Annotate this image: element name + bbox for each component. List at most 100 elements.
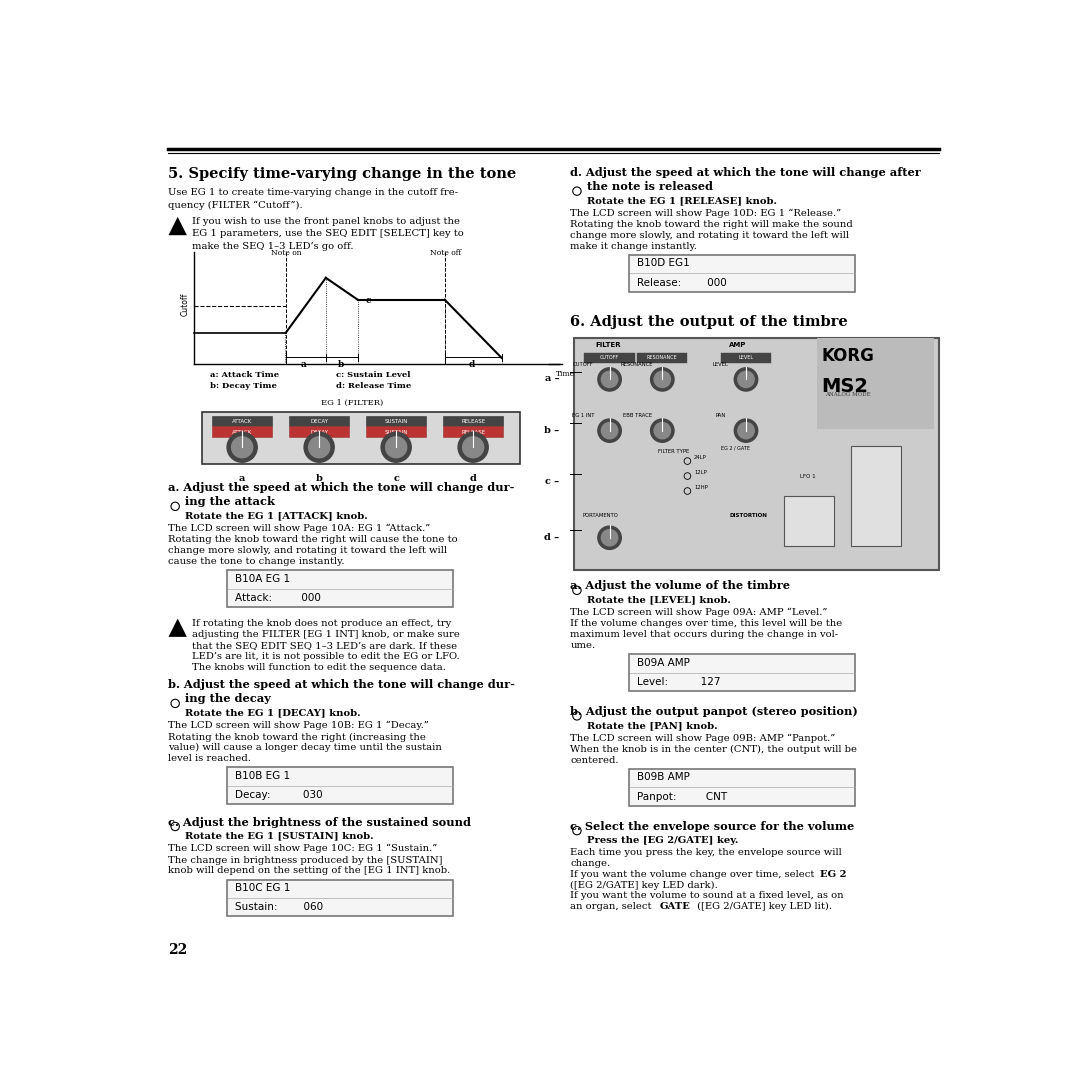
Circle shape: [654, 372, 671, 388]
Bar: [818, 337, 934, 429]
Text: value) will cause a longer decay time until the sustain: value) will cause a longer decay time un…: [168, 743, 443, 753]
Text: a. Adjust the speed at which the tone will change dur-: a. Adjust the speed at which the tone wi…: [168, 482, 515, 494]
Text: EG 1 parameters, use the SEQ EDIT [SELECT] key to: EG 1 parameters, use the SEQ EDIT [SELEC…: [192, 229, 463, 239]
Bar: [575, 337, 939, 570]
Circle shape: [227, 432, 257, 462]
Text: centered.: centered.: [570, 756, 619, 765]
Text: c: Sustain Level: c: Sustain Level: [336, 370, 410, 379]
Text: b: b: [338, 360, 343, 369]
Text: RELEASE: RELEASE: [461, 419, 485, 424]
Text: 6. Adjust the output of the timbre: 6. Adjust the output of the timbre: [570, 315, 848, 329]
Text: B10A EG 1: B10A EG 1: [235, 573, 291, 583]
Text: the note is released: the note is released: [588, 181, 713, 192]
Text: The knobs will function to edit the sequence data.: The knobs will function to edit the sequ…: [192, 663, 446, 672]
Circle shape: [650, 419, 674, 443]
Text: Sustain:        060: Sustain: 060: [235, 902, 324, 913]
Bar: [443, 427, 503, 437]
Text: ([EG 2/GATE] key LED lit).: ([EG 2/GATE] key LED lit).: [694, 902, 832, 912]
Bar: [227, 880, 454, 916]
Text: B10D EG1: B10D EG1: [637, 258, 690, 269]
Bar: [629, 654, 855, 691]
Text: d –: d –: [544, 532, 559, 542]
Polygon shape: [168, 217, 187, 235]
Text: LEVEL: LEVEL: [739, 355, 754, 361]
Text: DECAY: DECAY: [310, 419, 328, 424]
Text: !: !: [174, 219, 178, 229]
Text: RESONANCE: RESONANCE: [647, 355, 677, 361]
Text: ing the decay: ing the decay: [186, 693, 271, 704]
Text: EG 1 (FILTER): EG 1 (FILTER): [322, 399, 383, 407]
Text: The LCD screen will show Page 09B: AMP “Panpot.”: The LCD screen will show Page 09B: AMP “…: [570, 733, 836, 743]
Text: Press the [EG 2/GATE] key.: Press the [EG 2/GATE] key.: [588, 836, 739, 845]
Text: SUSTAIN: SUSTAIN: [384, 419, 408, 424]
Bar: [212, 416, 272, 427]
Circle shape: [462, 436, 484, 458]
Text: If rotating the knob does not produce an effect, try: If rotating the knob does not produce an…: [192, 619, 451, 627]
Text: The LCD screen will show Page 10D: EG 1 “Release.”: The LCD screen will show Page 10D: EG 1 …: [570, 208, 841, 218]
Text: Use EG 1 to create time-varying change in the cutoff fre-: Use EG 1 to create time-varying change i…: [168, 188, 459, 197]
Text: RELEASE: RELEASE: [461, 430, 485, 435]
Text: EG 2: EG 2: [820, 869, 846, 879]
Text: b: b: [315, 474, 323, 483]
Text: a –: a –: [544, 375, 559, 383]
Text: KORG: KORG: [822, 348, 874, 365]
Text: If you wish to use the front panel knobs to adjust the: If you wish to use the front panel knobs…: [192, 217, 460, 226]
Text: PORTAMENTO: PORTAMENTO: [583, 513, 619, 517]
Bar: [227, 768, 454, 804]
Text: FILTER TYPE: FILTER TYPE: [658, 448, 689, 454]
Text: LED’s are lit, it is not possible to edit the EG or LFO.: LED’s are lit, it is not possible to edi…: [192, 652, 460, 661]
Circle shape: [309, 436, 329, 458]
Circle shape: [650, 368, 674, 391]
Bar: [721, 353, 771, 363]
Text: Rotate the EG 1 [SUSTAIN] knob.: Rotate the EG 1 [SUSTAIN] knob.: [186, 832, 374, 840]
Text: knob will depend on the setting of the [EG 1 INT] knob.: knob will depend on the setting of the […: [168, 866, 450, 876]
Circle shape: [654, 422, 671, 438]
Text: Attack:         000: Attack: 000: [235, 593, 322, 603]
Text: 12HP: 12HP: [694, 485, 707, 490]
Text: DECAY: DECAY: [310, 430, 328, 435]
Text: Rotating the knob toward the right will cause the tone to: Rotating the knob toward the right will …: [168, 536, 458, 544]
Text: DISTORTION: DISTORTION: [729, 513, 767, 517]
Bar: [366, 427, 427, 437]
Text: a: a: [300, 360, 307, 369]
Circle shape: [734, 419, 758, 443]
Text: c. Select the envelope source for the volume: c. Select the envelope source for the vo…: [570, 821, 854, 832]
Text: B09A AMP: B09A AMP: [637, 658, 690, 667]
Circle shape: [305, 432, 334, 462]
Text: Each time you press the key, the envelope source will: Each time you press the key, the envelop…: [570, 848, 842, 858]
Text: Rotate the EG 1 [ATTACK] knob.: Rotate the EG 1 [ATTACK] knob.: [186, 511, 368, 521]
Text: Cutoff: Cutoff: [180, 292, 189, 315]
Text: B10B EG 1: B10B EG 1: [235, 771, 291, 781]
Text: change.: change.: [570, 859, 610, 868]
Text: 22: 22: [168, 943, 188, 957]
Text: maximum level that occurs during the change in vol-: maximum level that occurs during the cha…: [570, 631, 838, 639]
Text: LFO 1: LFO 1: [800, 473, 816, 478]
Text: that the SEQ EDIT SEQ 1–3 LED’s are dark. If these: that the SEQ EDIT SEQ 1–3 LED’s are dark…: [192, 642, 457, 650]
Circle shape: [381, 432, 411, 462]
Bar: [784, 496, 834, 546]
Text: d: d: [469, 360, 475, 369]
Bar: [212, 427, 272, 437]
Text: c. Adjust the brightness of the sustained sound: c. Adjust the brightness of the sustaine…: [168, 816, 472, 827]
Text: a: Attack Time: a: Attack Time: [211, 370, 280, 379]
Bar: [202, 413, 521, 464]
Text: cause the tone to change instantly.: cause the tone to change instantly.: [168, 557, 345, 566]
Bar: [584, 353, 635, 363]
Text: c: c: [393, 474, 400, 483]
Text: d: Release Time: d: Release Time: [336, 382, 411, 390]
Text: c –: c –: [545, 477, 559, 486]
Text: Rotate the EG 1 [DECAY] knob.: Rotate the EG 1 [DECAY] knob.: [186, 708, 361, 717]
Circle shape: [602, 422, 618, 438]
Text: Release:        000: Release: 000: [637, 278, 727, 287]
Text: Rotate the [PAN] knob.: Rotate the [PAN] knob.: [588, 720, 717, 730]
Polygon shape: [168, 619, 187, 637]
Bar: [289, 416, 349, 427]
Text: EG 1 INT: EG 1 INT: [571, 414, 594, 418]
Text: Panpot:         CNT: Panpot: CNT: [637, 792, 727, 801]
Circle shape: [598, 419, 621, 443]
Text: a. Adjust the volume of the timbre: a. Adjust the volume of the timbre: [570, 580, 791, 592]
Text: EG 2 / GATE: EG 2 / GATE: [721, 446, 750, 450]
Bar: [289, 427, 349, 437]
Text: Rotating the knob toward the right (increasing the: Rotating the knob toward the right (incr…: [168, 732, 427, 742]
Text: Time: Time: [556, 370, 576, 378]
